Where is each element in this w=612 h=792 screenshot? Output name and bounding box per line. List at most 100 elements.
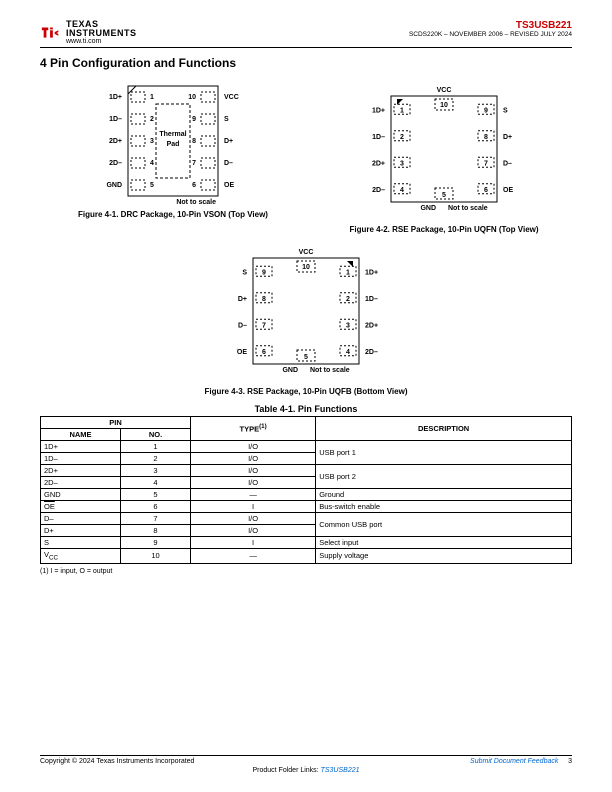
- svg-text:GND: GND: [282, 367, 298, 374]
- table-footnote: (1) I = input, O = output: [40, 568, 572, 575]
- svg-text:1D+: 1D+: [109, 94, 122, 101]
- table-title: Table 4-1. Pin Functions: [40, 404, 572, 414]
- svg-text:8: 8: [192, 138, 196, 145]
- table-row: GND5—Ground: [41, 489, 572, 501]
- svg-text:D–: D–: [503, 160, 512, 167]
- folder-links-label: Product Folder Links:: [252, 767, 318, 774]
- th-name: NAME: [41, 429, 121, 441]
- th-pin: PIN: [41, 417, 191, 429]
- svg-text:10: 10: [302, 264, 310, 271]
- svg-text:1D–: 1D–: [109, 116, 122, 123]
- rse-uqfn-diagram: VCC GND Not to scale 10 5 1 1D+ 2 1D– 3 2D+ 4 2D– 9 S 8…: [349, 78, 539, 223]
- logo-text-bot: INSTRUMENTS: [66, 29, 137, 38]
- fig2-caption: Figure 4-2. RSE Package, 10-Pin UQFN (To…: [349, 225, 539, 234]
- table-row: S9ISelect input: [41, 537, 572, 549]
- svg-text:D+: D+: [503, 134, 512, 141]
- svg-text:S: S: [242, 269, 247, 276]
- svg-text:3: 3: [150, 138, 154, 145]
- svg-text:D+: D+: [224, 138, 233, 145]
- table-row: OE6IBus-switch enable: [41, 501, 572, 513]
- svg-text:5: 5: [150, 182, 154, 189]
- svg-text:S: S: [224, 116, 229, 123]
- svg-text:2: 2: [346, 296, 350, 303]
- svg-text:1D+: 1D+: [372, 107, 385, 114]
- svg-text:4: 4: [150, 160, 154, 167]
- fig1-caption: Figure 4-1. DRC Package, 10-Pin VSON (To…: [73, 210, 273, 219]
- svg-text:4: 4: [346, 349, 350, 356]
- table-row: 1D+1I/OUSB port 1: [41, 441, 572, 453]
- svg-text:3: 3: [346, 322, 350, 329]
- svg-text:1: 1: [150, 94, 154, 101]
- feedback-link[interactable]: Submit Document Feedback: [470, 758, 558, 765]
- table-row: VCC10—Supply voltage: [41, 549, 572, 564]
- svg-text:2D–: 2D–: [365, 349, 378, 356]
- svg-text:D–: D–: [224, 160, 233, 167]
- page-footer: Copyright © 2024 Texas Instruments Incor…: [40, 755, 572, 774]
- svg-text:5: 5: [304, 354, 308, 361]
- svg-text:2D+: 2D+: [109, 138, 122, 145]
- svg-text:VCC: VCC: [299, 249, 314, 256]
- fig3-caption: Figure 4-3. RSE Package, 10-Pin UQFB (Bo…: [204, 387, 407, 396]
- svg-text:2: 2: [150, 116, 154, 123]
- figure-4-3: VCCGNDNot to scale1059S8D+7D–6OE11D+21D–…: [204, 240, 407, 396]
- svg-text:1D–: 1D–: [372, 134, 385, 141]
- svg-text:S: S: [503, 107, 508, 114]
- svg-text:7: 7: [262, 322, 266, 329]
- svg-text:9: 9: [484, 107, 488, 114]
- ti-url[interactable]: www.ti.com: [66, 38, 137, 45]
- svg-text:10: 10: [188, 94, 196, 101]
- svg-text:GND: GND: [420, 205, 436, 212]
- svg-text:Not to scale: Not to scale: [448, 205, 488, 212]
- svg-text:9: 9: [192, 116, 196, 123]
- svg-text:3: 3: [400, 160, 404, 167]
- figure-4-2: VCC GND Not to scale 10 5 1 1D+ 2 1D– 3 2D+ 4 2D– 9 S 8…: [349, 78, 539, 234]
- svg-text:1: 1: [400, 107, 404, 114]
- svg-text:Thermal: Thermal: [159, 131, 186, 138]
- svg-text:1: 1: [346, 269, 350, 276]
- figure-4-1: Thermal Pad 1 1D+ 2 1D– 3 2D+ 4 2D– 5 GND 10 VCC 9 S 8 D+…: [73, 78, 273, 219]
- svg-text:7: 7: [192, 160, 196, 167]
- svg-text:4: 4: [400, 187, 404, 194]
- svg-text:8: 8: [484, 134, 488, 141]
- pin-functions-table: PIN TYPE(1) DESCRIPTION NAME NO. 1D+1I/O…: [40, 416, 572, 564]
- svg-text:Pad: Pad: [167, 141, 180, 148]
- copyright: Copyright © 2024 Texas Instruments Incor…: [40, 758, 194, 765]
- section-title: 4 Pin Configuration and Functions: [40, 56, 572, 70]
- svg-text:2D–: 2D–: [109, 160, 122, 167]
- th-type: TYPE(1): [191, 417, 316, 441]
- svg-text:VCC: VCC: [437, 87, 452, 94]
- svg-text:Not to scale: Not to scale: [310, 367, 350, 374]
- svg-text:1D+: 1D+: [365, 269, 378, 276]
- svg-text:6: 6: [192, 182, 196, 189]
- revision-line: SCDS220K – NOVEMBER 2006 – REVISED JULY …: [409, 31, 572, 38]
- page-header: TEXAS INSTRUMENTS www.ti.com TS3USB221 S…: [40, 20, 572, 48]
- svg-text:2: 2: [400, 134, 404, 141]
- rse-uqfb-diagram: VCCGNDNot to scale1059S8D+7D–6OE11D+21D–…: [211, 240, 401, 385]
- svg-text:5: 5: [442, 192, 446, 199]
- svg-text:6: 6: [262, 349, 266, 356]
- svg-text:OE: OE: [503, 187, 513, 194]
- table-row: D–7I/OCommon USB port: [41, 513, 572, 525]
- part-number[interactable]: TS3USB221: [409, 20, 572, 31]
- ti-logo-icon: [40, 22, 62, 44]
- svg-text:7: 7: [484, 160, 488, 167]
- drc-package-diagram: Thermal Pad 1 1D+ 2 1D– 3 2D+ 4 2D– 5 GND 10 VCC 9 S 8 D+…: [73, 78, 273, 208]
- page-number: 3: [568, 758, 572, 765]
- svg-text:Not to scale: Not to scale: [176, 199, 216, 206]
- svg-text:2D–: 2D–: [372, 187, 385, 194]
- product-link[interactable]: TS3USB221: [321, 767, 360, 774]
- svg-text:9: 9: [262, 269, 266, 276]
- svg-text:1D–: 1D–: [365, 296, 378, 303]
- ti-logo-block: TEXAS INSTRUMENTS www.ti.com: [40, 20, 137, 45]
- svg-text:OE: OE: [237, 349, 247, 356]
- th-desc: DESCRIPTION: [316, 417, 572, 441]
- svg-text:D–: D–: [238, 322, 247, 329]
- th-no: NO.: [121, 429, 191, 441]
- table-row: 2D+3I/OUSB port 2: [41, 465, 572, 477]
- svg-text:GND: GND: [106, 182, 122, 189]
- svg-text:2D+: 2D+: [365, 322, 378, 329]
- svg-text:10: 10: [440, 102, 448, 109]
- svg-text:2D+: 2D+: [372, 160, 385, 167]
- svg-text:OE: OE: [224, 182, 234, 189]
- svg-text:VCC: VCC: [224, 94, 239, 101]
